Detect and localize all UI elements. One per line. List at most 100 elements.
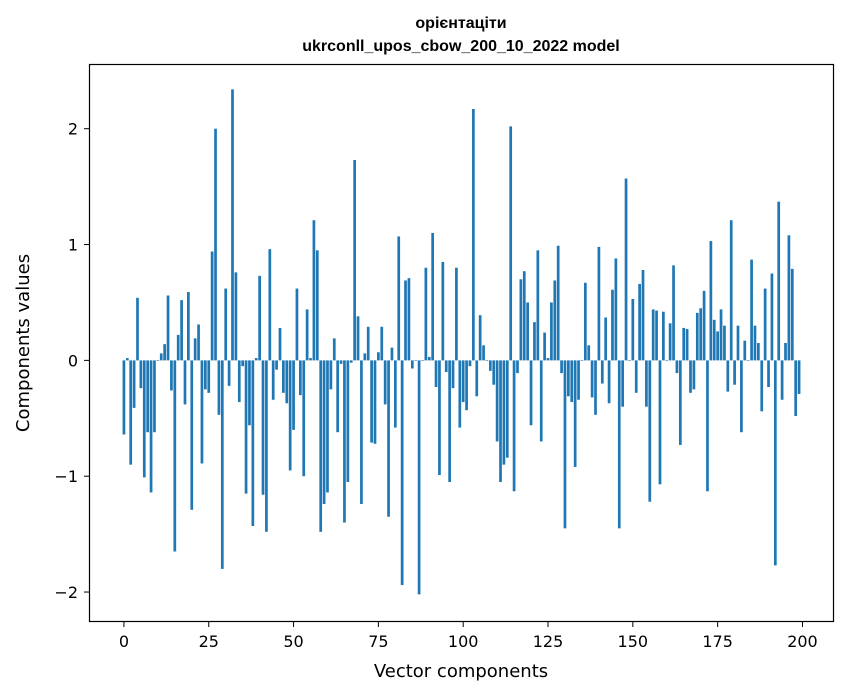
bar-81 bbox=[397, 236, 401, 361]
bar-12 bbox=[163, 344, 166, 361]
bar-28 bbox=[217, 360, 221, 415]
bar-116 bbox=[516, 360, 519, 374]
bar-5 bbox=[139, 360, 143, 389]
bar-35 bbox=[241, 360, 245, 367]
bar-67 bbox=[349, 360, 353, 363]
bar-25 bbox=[207, 360, 211, 393]
bar-24 bbox=[203, 360, 207, 390]
bar-49 bbox=[288, 360, 292, 471]
bar-115 bbox=[512, 360, 516, 492]
bar-135 bbox=[580, 360, 584, 361]
bar-102 bbox=[468, 360, 472, 367]
x-axis-label: Vector components bbox=[374, 661, 548, 682]
y-axis-ticks: −2 −1 0 1 2 bbox=[54, 120, 90, 602]
bar-4 bbox=[136, 297, 139, 361]
bar-113 bbox=[505, 360, 509, 458]
bar-20 bbox=[190, 360, 194, 510]
bar-6 bbox=[142, 360, 146, 478]
bar-46 bbox=[278, 327, 282, 361]
bar-142 bbox=[604, 317, 608, 361]
bar-191 bbox=[770, 273, 774, 361]
bar-0 bbox=[122, 360, 126, 435]
y-axis-label: Components values bbox=[13, 254, 34, 432]
bar-93 bbox=[438, 360, 441, 476]
bar-31 bbox=[227, 360, 231, 386]
bar-85 bbox=[410, 360, 414, 369]
bar-42 bbox=[265, 360, 268, 532]
bar-153 bbox=[641, 270, 645, 361]
bar-157 bbox=[655, 310, 658, 361]
bar-198 bbox=[794, 360, 798, 416]
bar-97 bbox=[451, 360, 455, 389]
bar-178 bbox=[726, 360, 730, 392]
bar-92 bbox=[434, 360, 438, 388]
bar-73 bbox=[370, 360, 373, 443]
bar-179 bbox=[729, 220, 733, 361]
bar-188 bbox=[760, 360, 764, 412]
bar-66 bbox=[346, 360, 350, 483]
bar-91 bbox=[431, 232, 435, 361]
bar-64 bbox=[339, 360, 343, 364]
bar-21 bbox=[193, 338, 197, 361]
bar-137 bbox=[587, 345, 591, 361]
bar-103 bbox=[472, 109, 475, 361]
bar-139 bbox=[594, 360, 597, 415]
bar-77 bbox=[383, 360, 387, 405]
bar-61 bbox=[329, 360, 333, 390]
bar-131 bbox=[567, 360, 570, 397]
y-tick-label: 0 bbox=[68, 351, 78, 370]
x-tick-label: 200 bbox=[787, 632, 818, 651]
bar-148 bbox=[624, 178, 628, 361]
bar-23 bbox=[200, 360, 204, 464]
bar-143 bbox=[607, 360, 611, 404]
y-tick-label: −2 bbox=[54, 583, 78, 602]
bar-72 bbox=[366, 326, 370, 361]
bar-75 bbox=[377, 352, 380, 361]
bar-129 bbox=[560, 360, 563, 374]
bar-122 bbox=[536, 250, 540, 361]
bar-94 bbox=[441, 261, 445, 361]
bar-112 bbox=[502, 360, 506, 465]
bar-78 bbox=[387, 360, 390, 517]
bar-181 bbox=[736, 325, 740, 361]
bar-45 bbox=[275, 360, 278, 370]
bar-174 bbox=[712, 319, 716, 361]
bar-162 bbox=[672, 265, 675, 361]
bar-89 bbox=[424, 267, 428, 361]
x-axis-ticks: 0 25 50 75 100 125 150 175 200 bbox=[119, 621, 818, 651]
bar-41 bbox=[261, 360, 265, 495]
bar-3 bbox=[132, 360, 136, 408]
bar-130 bbox=[563, 360, 567, 529]
bar-44 bbox=[271, 360, 275, 400]
bar-68 bbox=[353, 159, 356, 361]
bar-195 bbox=[784, 343, 787, 361]
bar-48 bbox=[285, 360, 289, 404]
bar-11 bbox=[159, 353, 163, 361]
bar-165 bbox=[682, 327, 686, 361]
x-tick-label: 0 bbox=[119, 632, 129, 651]
bar-71 bbox=[363, 353, 367, 361]
bar-105 bbox=[478, 315, 482, 361]
bar-154 bbox=[645, 360, 648, 407]
bar-79 bbox=[390, 347, 394, 361]
bar-37 bbox=[248, 360, 251, 426]
bar-168 bbox=[692, 360, 696, 390]
bar-80 bbox=[393, 360, 397, 428]
bar-108 bbox=[488, 360, 492, 371]
bar-57 bbox=[315, 250, 319, 361]
bar-15 bbox=[173, 360, 177, 552]
bar-180 bbox=[733, 360, 736, 385]
bar-177 bbox=[723, 325, 726, 361]
bar-132 bbox=[570, 360, 574, 403]
bar-13 bbox=[166, 295, 170, 361]
bar-87 bbox=[417, 360, 421, 595]
bar-193 bbox=[777, 201, 781, 361]
bar-8 bbox=[149, 360, 153, 493]
bar-104 bbox=[475, 360, 479, 397]
bar-52 bbox=[298, 360, 302, 396]
bar-107 bbox=[485, 360, 489, 361]
bar-194 bbox=[780, 360, 784, 400]
bar-169 bbox=[695, 312, 699, 361]
bar-62 bbox=[332, 338, 336, 361]
